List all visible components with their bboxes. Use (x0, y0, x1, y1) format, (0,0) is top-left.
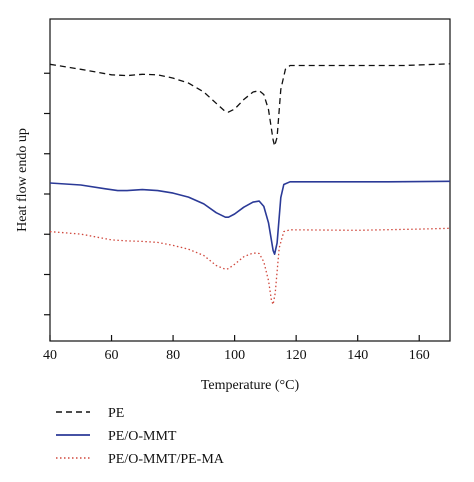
x-axis-ticks: 40 60 80 100 120 140 160 (43, 335, 430, 363)
x-tick-label-100: 100 (224, 348, 245, 363)
legend: PE PE/O-MMT PE/O-MMT/PE-MA (56, 406, 225, 467)
x-tick-label-160: 160 (409, 348, 430, 363)
legend-label-2: PE/O-MMT (108, 429, 177, 444)
series-layer (49, 63, 451, 306)
series-line-2 (49, 180, 451, 255)
series-line-3 (49, 227, 451, 306)
x-tick-label-120: 120 (286, 348, 307, 363)
plot-frame (49, 18, 451, 342)
series-line-1 (49, 63, 451, 147)
x-tick-label-60: 60 (105, 348, 119, 363)
x-tick-label-140: 140 (347, 348, 368, 363)
x-tick-label-40: 40 (43, 348, 57, 363)
y-axis-ticks (44, 72, 50, 316)
x-tick-label-80: 80 (166, 348, 180, 363)
legend-label-3: PE/O-MMT/PE-MA (108, 452, 225, 467)
legend-label-1: PE (108, 406, 124, 421)
x-axis-label: Temperature (°C) (201, 378, 300, 393)
y-axis-label: Heat flow endo up (15, 128, 30, 232)
